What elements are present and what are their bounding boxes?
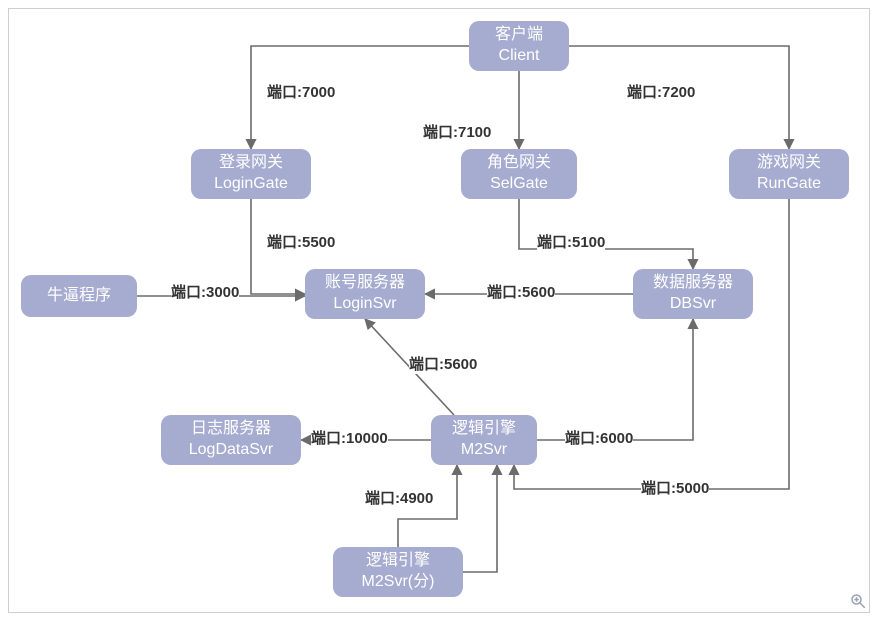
node-m2-svr: 逻辑引擎 M2Svr	[431, 415, 537, 465]
edge-label: 端口:7200	[627, 81, 695, 102]
edge-label: 端口:5500	[267, 231, 335, 252]
node-label-cn: 日志服务器	[191, 419, 271, 440]
edge-label: 端口:7100	[423, 121, 491, 142]
edge-label: 端口:3000	[171, 281, 239, 302]
node-label-cn: 账号服务器	[325, 273, 405, 294]
node-label-en: M2Svr(分)	[362, 572, 435, 593]
edge-label: 端口:5000	[641, 477, 709, 498]
node-label-en: LoginGate	[214, 174, 288, 195]
node-label-en: SelGate	[490, 174, 548, 195]
node-m2-svr-sub: 逻辑引擎 M2Svr(分)	[333, 547, 463, 597]
node-label-en: M2Svr	[461, 440, 507, 461]
node-label-cn: 登录网关	[219, 153, 283, 174]
edge-label: 端口:6000	[565, 427, 633, 448]
edge-label: 端口:5100	[537, 231, 605, 252]
node-label-cn: 客户端	[495, 25, 543, 46]
node-label-cn: 角色网关	[487, 153, 551, 174]
node-db-svr: 数据服务器 DBSvr	[633, 269, 753, 319]
node-label-cn: 逻辑引擎	[452, 419, 516, 440]
edge-label: 端口:4900	[365, 487, 433, 508]
node-label-en: RunGate	[757, 174, 821, 195]
zoom-icon[interactable]	[849, 592, 867, 610]
node-client: 客户端 Client	[469, 21, 569, 71]
node-label-en: DBSvr	[670, 294, 716, 315]
edge-label: 端口:5600	[409, 353, 477, 374]
node-label-cn: 牛逼程序	[47, 286, 111, 307]
edge-label: 端口:5600	[487, 281, 555, 302]
node-label-cn: 逻辑引擎	[366, 551, 430, 572]
node-login-gate: 登录网关 LoginGate	[191, 149, 311, 199]
node-label-en: Client	[499, 46, 540, 67]
node-label-en: LoginSvr	[333, 294, 396, 315]
edge-label: 端口:10000	[311, 427, 388, 448]
diagram-canvas: 客户端 Client 登录网关 LoginGate 角色网关 SelGate 游…	[8, 8, 870, 613]
node-sel-gate: 角色网关 SelGate	[461, 149, 577, 199]
node-login-svr: 账号服务器 LoginSvr	[305, 269, 425, 319]
node-label-en: LogDataSvr	[189, 440, 274, 461]
node-log-data-svr: 日志服务器 LogDataSvr	[161, 415, 301, 465]
node-niubi: 牛逼程序	[21, 275, 137, 317]
node-label-cn: 游戏网关	[757, 153, 821, 174]
node-label-cn: 数据服务器	[653, 273, 733, 294]
node-run-gate: 游戏网关 RunGate	[729, 149, 849, 199]
edge-label: 端口:7000	[267, 81, 335, 102]
